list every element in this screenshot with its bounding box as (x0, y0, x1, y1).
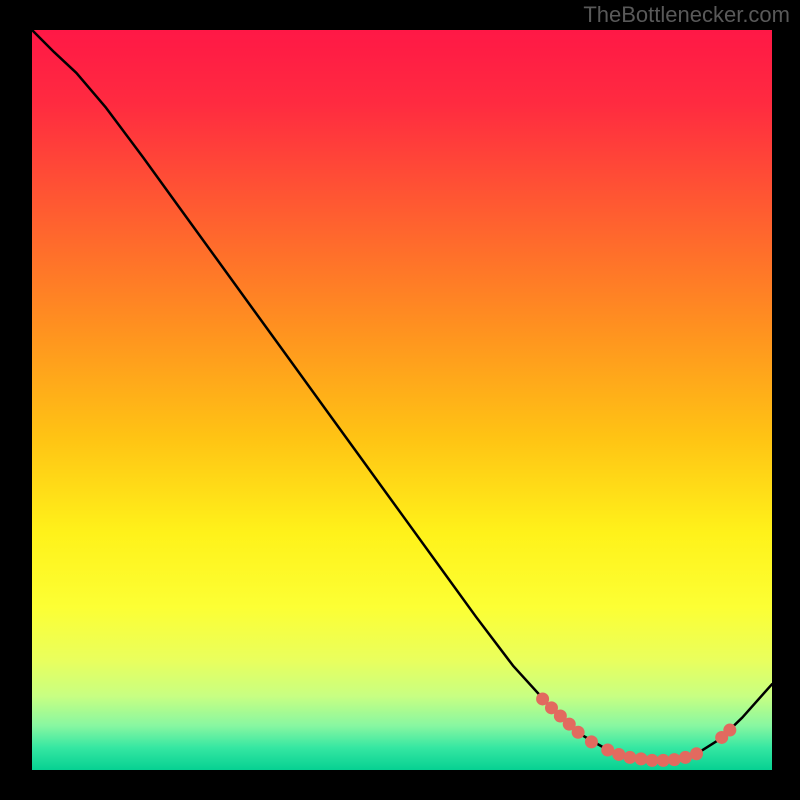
data-marker (585, 735, 598, 748)
data-marker (723, 724, 736, 737)
plot-area (32, 30, 772, 770)
data-marker (668, 753, 681, 766)
gradient-background (32, 30, 772, 770)
watermark-text: TheBottlenecker.com (583, 2, 790, 28)
data-marker (601, 744, 614, 757)
data-marker (572, 726, 585, 739)
data-marker (646, 754, 659, 767)
data-marker (679, 751, 692, 764)
plot-svg (32, 30, 772, 770)
data-marker (657, 754, 670, 767)
data-marker (635, 752, 648, 765)
data-marker (612, 748, 625, 761)
data-marker (690, 747, 703, 760)
data-marker (623, 751, 636, 764)
chart-stage: TheBottlenecker.com (0, 0, 800, 800)
